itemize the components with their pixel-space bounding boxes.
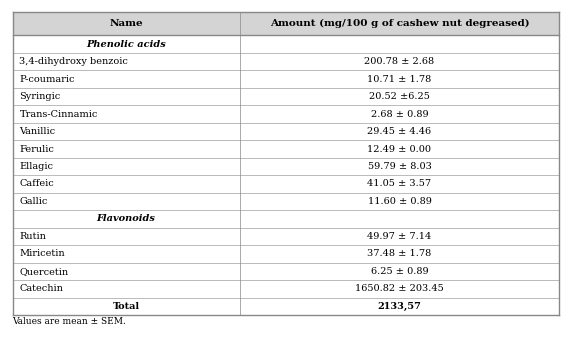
- Text: 29.45 ± 4.46: 29.45 ± 4.46: [367, 127, 431, 136]
- Text: Vanillic: Vanillic: [19, 127, 55, 136]
- Text: 20.52 ±6.25: 20.52 ±6.25: [369, 92, 430, 101]
- Text: Ellagic: Ellagic: [19, 162, 53, 171]
- Text: 2133,57: 2133,57: [378, 302, 422, 311]
- Text: Amount (mg/100 g of cashew nut degreased): Amount (mg/100 g of cashew nut degreased…: [269, 19, 529, 28]
- Text: Gallic: Gallic: [19, 197, 48, 206]
- Text: Miricetin: Miricetin: [19, 249, 65, 258]
- Text: Quercetin: Quercetin: [19, 267, 69, 276]
- Text: 11.60 ± 0.89: 11.60 ± 0.89: [368, 197, 431, 206]
- Text: 41.05 ± 3.57: 41.05 ± 3.57: [367, 180, 431, 188]
- Text: Ferulic: Ferulic: [19, 145, 54, 154]
- Text: Trans-Cinnamic: Trans-Cinnamic: [19, 110, 98, 119]
- Text: 37.48 ± 1.78: 37.48 ± 1.78: [367, 249, 432, 258]
- Text: 6.25 ± 0.89: 6.25 ± 0.89: [371, 267, 428, 276]
- Text: Phenolic acids: Phenolic acids: [86, 40, 166, 49]
- Text: Name: Name: [109, 19, 143, 28]
- Text: Flavonoids: Flavonoids: [97, 214, 156, 223]
- Text: 200.78 ± 2.68: 200.78 ± 2.68: [364, 57, 435, 66]
- Text: 1650.82 ± 203.45: 1650.82 ± 203.45: [355, 284, 444, 294]
- Text: 12.49 ± 0.00: 12.49 ± 0.00: [367, 145, 431, 154]
- Text: Syringic: Syringic: [19, 92, 61, 101]
- Text: 3,4-dihydroxy benzoic: 3,4-dihydroxy benzoic: [19, 57, 128, 66]
- Text: 59.79 ± 8.03: 59.79 ± 8.03: [368, 162, 431, 171]
- Text: Total: Total: [113, 302, 140, 311]
- Text: Values are mean ± SEM.: Values are mean ± SEM.: [13, 317, 126, 326]
- Text: 2.68 ± 0.89: 2.68 ± 0.89: [371, 110, 428, 119]
- Text: Caffeic: Caffeic: [19, 180, 54, 188]
- FancyBboxPatch shape: [13, 12, 559, 35]
- Text: Rutin: Rutin: [19, 232, 46, 241]
- Text: Catechin: Catechin: [19, 284, 63, 294]
- Text: 49.97 ± 7.14: 49.97 ± 7.14: [367, 232, 432, 241]
- Text: 10.71 ± 1.78: 10.71 ± 1.78: [367, 74, 432, 84]
- Text: P-coumaric: P-coumaric: [19, 74, 75, 84]
